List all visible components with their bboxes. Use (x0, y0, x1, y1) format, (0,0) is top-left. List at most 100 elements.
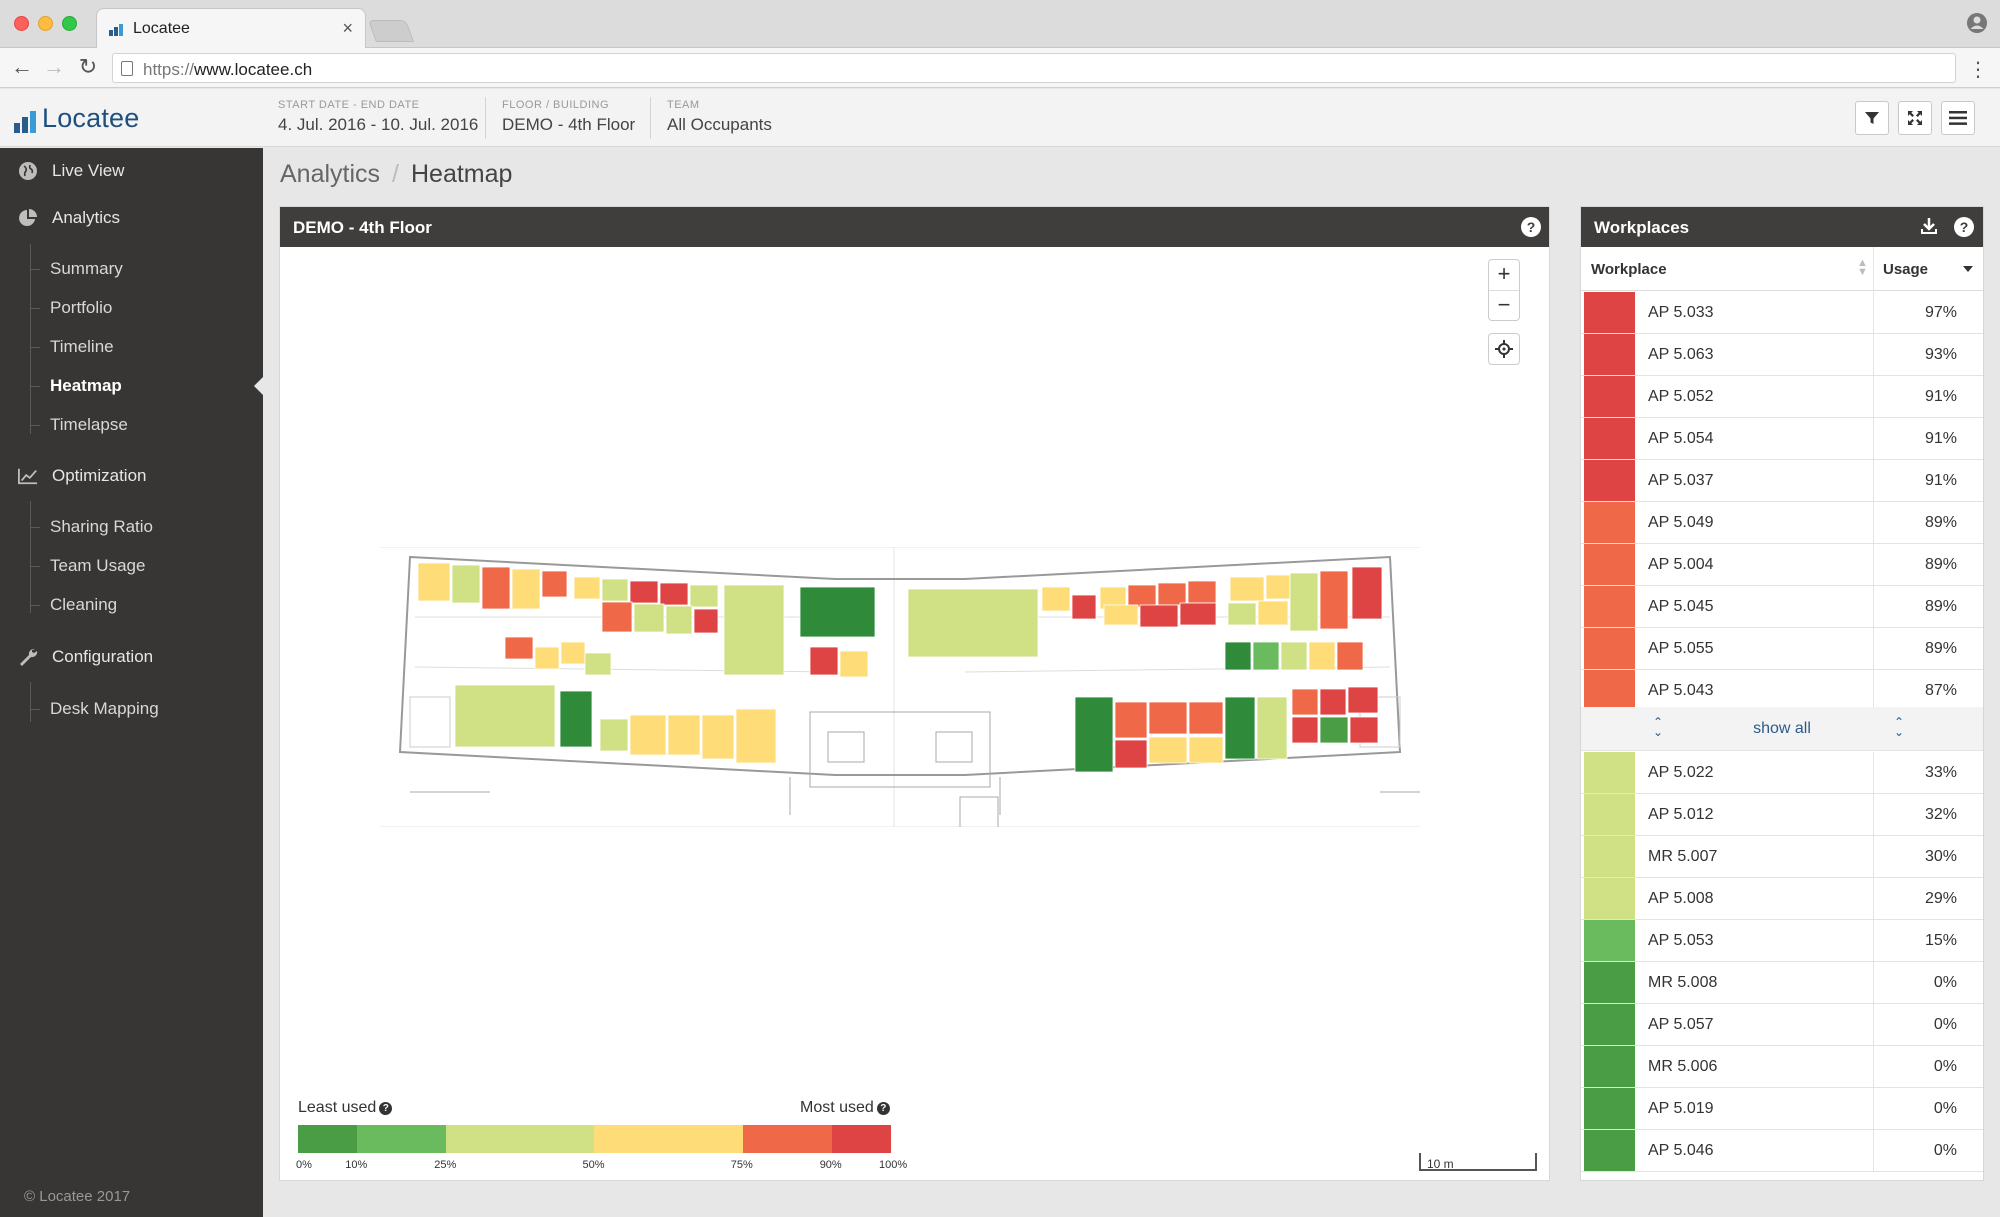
help-icon[interactable]: ? (876, 1102, 890, 1115)
menu-button[interactable] (1941, 101, 1975, 135)
tab-title: Locatee (133, 20, 190, 37)
back-arrow-icon[interactable]: ← (11, 54, 33, 79)
heatmap-legend: Least used? Most used? 0% 10% 25% 50% 75% 90%… (296, 1099, 918, 1171)
usage-color-swatch (1584, 920, 1635, 961)
sidebar-item-sharing-ratio[interactable]: Sharing Ratio (50, 517, 154, 536)
header-divider (485, 97, 486, 139)
help-icon[interactable]: ? (1954, 217, 1974, 237)
usage-color-swatch (1584, 1088, 1635, 1129)
browser-tab[interactable]: Locatee × (96, 8, 366, 48)
zoom-in-button[interactable]: + (1497, 261, 1511, 286)
workplace-name: AP 5.022 (1648, 764, 1714, 781)
legend-band (594, 1125, 743, 1153)
breadcrumb-analytics[interactable]: Analytics (280, 160, 381, 188)
url-input[interactable]: https://www.locatee.ch (112, 53, 1956, 83)
table-row[interactable]: AP 5.057 0% (1581, 1004, 1983, 1046)
date-range-value: 4. Jul. 2016 - 10. Jul. 2016 (278, 115, 479, 134)
download-icon[interactable] (1919, 216, 1939, 236)
reload-icon[interactable]: ↻ (78, 54, 98, 79)
table-row[interactable]: AP 5.043 87% (1581, 670, 1983, 712)
table-row[interactable]: AP 5.055 89% (1581, 628, 1983, 670)
legend-color-bar (298, 1125, 891, 1153)
zoom-out-button[interactable]: − (1489, 290, 1519, 320)
team-value: All Occupants (667, 115, 772, 134)
table-row[interactable]: AP 5.046 0% (1581, 1130, 1983, 1172)
table-row[interactable]: MR 5.008 0% (1581, 962, 1983, 1004)
new-tab-button[interactable] (367, 20, 415, 42)
tab-close-icon[interactable]: × (342, 18, 353, 38)
table-row[interactable]: AP 5.019 0% (1581, 1088, 1983, 1130)
show-all-toggle[interactable]: ⌃ ⌄ show all ⌃ ⌄ (1581, 707, 1983, 751)
table-row[interactable]: AP 5.012 32% (1581, 794, 1983, 836)
globe-icon (19, 162, 37, 180)
legend-band (446, 1125, 595, 1153)
sidebar-item-summary[interactable]: Summary (50, 259, 123, 278)
workplace-usage: 91% (1924, 388, 1957, 405)
table-row[interactable]: AP 5.049 89% (1581, 502, 1983, 544)
sidebar-item-analytics[interactable]: Analytics (0, 198, 263, 238)
table-row[interactable]: AP 5.037 91% (1581, 460, 1983, 502)
sidebar-item-timelapse[interactable]: Timelapse (50, 415, 128, 434)
sort-icon[interactable]: ▲ ▼ (1857, 257, 1868, 278)
workplace-usage: 91% (1924, 472, 1957, 489)
filter-button[interactable] (1855, 101, 1889, 135)
table-row[interactable]: AP 5.045 89% (1581, 586, 1983, 628)
sidebar-item-timeline[interactable]: Timeline (50, 337, 114, 356)
help-icon[interactable]: ? (379, 1102, 393, 1115)
workplace-name: MR 5.007 (1648, 848, 1718, 865)
window-close-button[interactable] (14, 16, 29, 31)
browser-menu-icon[interactable]: ⋮ (1968, 59, 1988, 81)
legend-tick-label: 0% (296, 1159, 312, 1171)
window-minimize-button[interactable] (38, 16, 53, 31)
locatee-logo[interactable]: Locatee (14, 103, 139, 133)
sidebar-item-heatmap[interactable]: Heatmap (50, 376, 122, 395)
fullscreen-button[interactable] (1898, 101, 1932, 135)
workplace-usage: 0% (1933, 1016, 1957, 1033)
usage-color-swatch (1584, 794, 1635, 835)
workplace-usage: 91% (1924, 430, 1957, 447)
workplace-usage: 0% (1933, 1142, 1957, 1159)
sidebar-item-optimization[interactable]: Optimization (0, 456, 263, 496)
column-usage[interactable]: Usage (1883, 261, 1929, 278)
sidebar-item-portfolio[interactable]: Portfolio (50, 298, 113, 317)
table-row[interactable]: MR 5.006 0% (1581, 1046, 1983, 1088)
floor-building-label: FLOOR / BUILDING (502, 99, 610, 111)
usage-color-swatch (1584, 836, 1635, 877)
crosshair-icon (1495, 340, 1513, 358)
usage-color-swatch (1584, 628, 1635, 669)
sidebar-item-team-usage[interactable]: Team Usage (50, 556, 146, 575)
usage-color-swatch (1584, 1046, 1635, 1087)
forward-arrow-icon[interactable]: → (43, 54, 65, 79)
sort-desc-icon[interactable] (1963, 266, 1973, 272)
window-maximize-button[interactable] (62, 16, 77, 31)
table-row[interactable]: AP 5.008 29% (1581, 878, 1983, 920)
usage-color-swatch (1584, 460, 1635, 501)
table-row[interactable]: AP 5.053 15% (1581, 920, 1983, 962)
usage-color-swatch (1584, 586, 1635, 627)
table-row[interactable]: AP 5.063 93% (1581, 334, 1983, 376)
team-filter[interactable]: TEAM All Occupants (667, 99, 772, 139)
table-row[interactable]: AP 5.004 89% (1581, 544, 1983, 586)
sidebar-item-live-view[interactable]: Live View (0, 151, 263, 191)
sidebar-item-desk-mapping[interactable]: Desk Mapping (50, 699, 159, 718)
table-row[interactable]: AP 5.033 97% (1581, 292, 1983, 334)
floor-building-filter[interactable]: FLOOR / BUILDING DEMO - 4th Floor (502, 99, 635, 139)
usage-color-swatch (1584, 878, 1635, 919)
recenter-button[interactable] (1488, 333, 1520, 365)
usage-color-swatch (1584, 334, 1635, 375)
workplace-name: AP 5.037 (1648, 472, 1714, 489)
workplace-usage: 30% (1924, 848, 1957, 865)
table-row[interactable]: AP 5.022 33% (1581, 752, 1983, 794)
profile-icon[interactable] (1966, 12, 1988, 34)
help-icon[interactable]: ? (1521, 217, 1541, 237)
date-range-filter[interactable]: START DATE - END DATE 4. Jul. 2016 - 10.… (278, 99, 478, 139)
table-row[interactable]: MR 5.007 30% (1581, 836, 1983, 878)
page-icon (121, 61, 133, 76)
table-row[interactable]: AP 5.054 91% (1581, 418, 1983, 460)
workplace-name: AP 5.045 (1648, 598, 1714, 615)
sidebar-item-configuration[interactable]: Configuration (0, 637, 263, 677)
table-row[interactable]: AP 5.052 91% (1581, 376, 1983, 418)
column-workplace[interactable]: Workplace (1591, 261, 1667, 278)
sidebar-item-cleaning[interactable]: Cleaning (50, 595, 118, 614)
floor-title: DEMO - 4th Floor (293, 218, 432, 237)
